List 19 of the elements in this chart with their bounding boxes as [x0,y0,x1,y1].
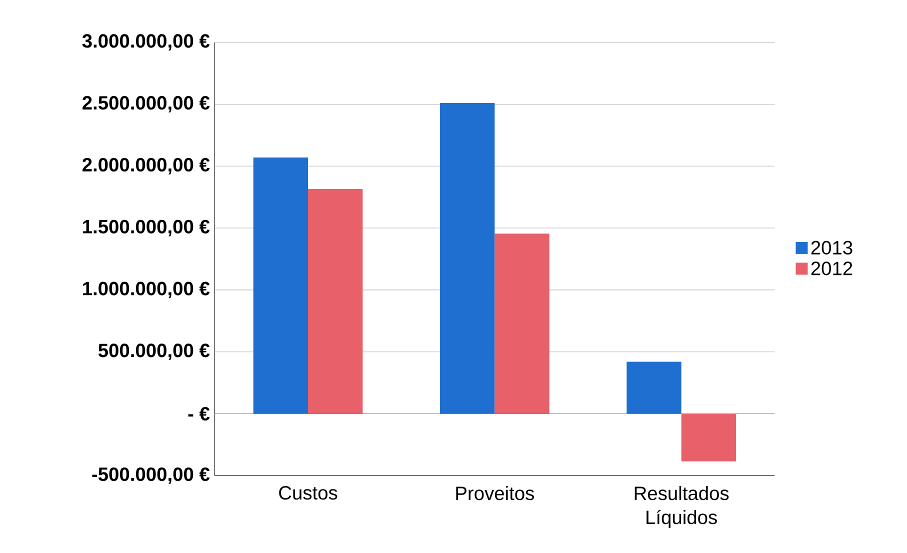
legend-label: 2013 [811,240,852,255]
y-tick-label: 500.000,00 € [98,344,210,360]
x-tick-label: Resultados Líquidos [634,486,729,528]
x-tick-label: Custos [279,486,338,500]
bar [626,362,682,414]
y-tick-label: 1.000.000,00 € [83,282,210,298]
bar [494,234,550,414]
y-tick-label: 2.500.000,00 € [82,96,210,112]
bar [681,414,736,462]
bar [253,157,308,414]
bar [440,102,495,414]
y-tick-label: 3.000.000,00 € [82,34,210,51]
legend-label: 2012 [811,262,852,276]
y-tick-label: -500.000,00 € [92,467,210,484]
y-tick-label: 1.500.000,00 € [83,220,210,236]
x-tick-label: Proveitos [456,486,534,500]
y-tick-label: 2.000.000,00 € [82,158,210,174]
y-tick-label: - € [188,406,210,421]
bar [308,189,363,414]
